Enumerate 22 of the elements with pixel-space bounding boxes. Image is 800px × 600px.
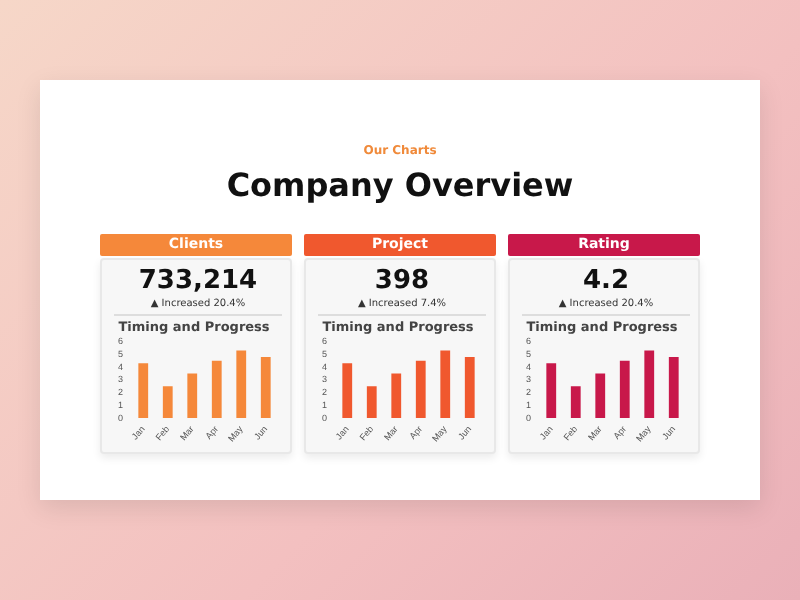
bar — [644, 350, 655, 419]
text: 733,214 — [136, 266, 260, 296]
bar — [236, 350, 247, 419]
bar — [440, 350, 451, 419]
bar — [668, 356, 679, 419]
text: 398 — [372, 266, 432, 296]
text: Company Overview — [224, 166, 576, 204]
bar — [464, 356, 475, 419]
bar — [138, 363, 149, 419]
bar — [187, 373, 198, 419]
bar — [595, 373, 606, 419]
bar — [366, 386, 377, 419]
bar — [162, 386, 173, 419]
bar — [211, 360, 222, 419]
bar — [570, 386, 581, 419]
text: 4.2 — [580, 266, 632, 296]
bar — [415, 360, 426, 419]
bar — [342, 363, 353, 419]
bar — [546, 363, 557, 419]
bar — [260, 356, 271, 419]
bar — [391, 373, 402, 419]
bar — [619, 360, 630, 419]
